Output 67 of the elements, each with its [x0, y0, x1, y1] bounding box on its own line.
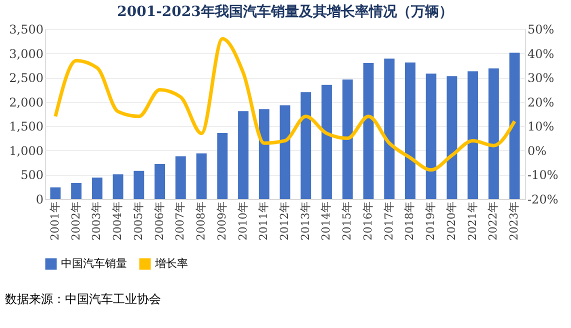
bar — [50, 187, 61, 199]
x-tick-label: 2018年 — [403, 202, 416, 240]
source-note: 数据来源：中国汽车工业协会 — [5, 292, 161, 306]
bar — [258, 109, 270, 199]
bar — [363, 63, 374, 199]
bar — [196, 153, 207, 199]
bar — [426, 74, 436, 199]
y-tick-label: 2,500 — [9, 71, 44, 86]
x-tick-label: 2016年 — [361, 202, 374, 240]
y2-tick-label: 30% — [528, 71, 554, 86]
bar — [488, 68, 499, 199]
x-tick-label: 2008年 — [194, 202, 208, 240]
y2-tick-label: 20% — [528, 95, 554, 110]
bar — [468, 71, 478, 199]
bar — [134, 170, 144, 199]
y2-tick-label: -10% — [528, 168, 558, 182]
bar — [446, 76, 458, 199]
x-tick-label: 2019年 — [424, 202, 438, 240]
bar — [112, 174, 124, 199]
x-tick-label: 2020年 — [444, 202, 458, 240]
x-tick-label: 2004年 — [111, 202, 124, 240]
x-tick-label: 2017年 — [382, 202, 396, 240]
legend-label: 增长率 — [154, 257, 188, 270]
y-tick-label: 0 — [36, 192, 44, 206]
x-tick-label: 2002年 — [69, 202, 82, 240]
x-tick-label: 2015年 — [340, 202, 354, 240]
x-tick-label: 2005年 — [132, 202, 145, 240]
bar — [322, 84, 332, 199]
x-tick-label: 2009年 — [215, 202, 228, 240]
y-tick-label: 2,000 — [9, 95, 44, 110]
x-tick-label: 2021年 — [466, 202, 479, 240]
x-tick-label: 2022年 — [486, 202, 500, 240]
bar — [238, 111, 248, 199]
y2-tick-label: 50% — [528, 22, 554, 36]
y-tick-label: 1,000 — [9, 144, 44, 158]
line-series — [54, 36, 516, 172]
bar — [217, 132, 228, 199]
x-tick-label: 2001年 — [48, 202, 62, 240]
bar — [405, 62, 416, 199]
x-tick-label: 2023年 — [508, 202, 521, 240]
bar — [509, 52, 520, 199]
y2-tick-label: 0% — [528, 144, 547, 158]
x-tick-label: 2012年 — [278, 202, 291, 240]
bar — [92, 178, 102, 199]
bar — [280, 105, 290, 199]
y2-tick-label: -20% — [528, 192, 558, 206]
x-tick-label: 2010年 — [236, 202, 250, 240]
y-tick-label: 3,500 — [9, 22, 44, 36]
bar — [71, 182, 82, 199]
y-tick-label: 1,500 — [9, 120, 44, 134]
chart-title: 2001-2023年我国汽车销量及其增长率情况（万辆） — [117, 3, 453, 20]
x-tick-label: 2013年 — [298, 202, 312, 240]
bar — [175, 156, 186, 199]
y-tick-label: 3,000 — [9, 46, 44, 61]
bar — [300, 92, 312, 199]
legend-label: 中国汽车销量 — [61, 257, 127, 270]
y2-tick-label: 10% — [528, 120, 554, 134]
x-tick-label: 2007年 — [174, 202, 187, 240]
x-tick-label: 2006年 — [152, 202, 166, 240]
bar — [342, 80, 353, 199]
x-tick-label: 2011年 — [257, 202, 270, 240]
bar — [384, 58, 395, 199]
x-tick-label: 2014年 — [320, 202, 333, 240]
y2-tick-label: 40% — [528, 46, 554, 61]
y-tick-label: 500 — [20, 168, 44, 182]
x-tick-label: 2003年 — [90, 202, 104, 240]
bar — [154, 164, 165, 199]
